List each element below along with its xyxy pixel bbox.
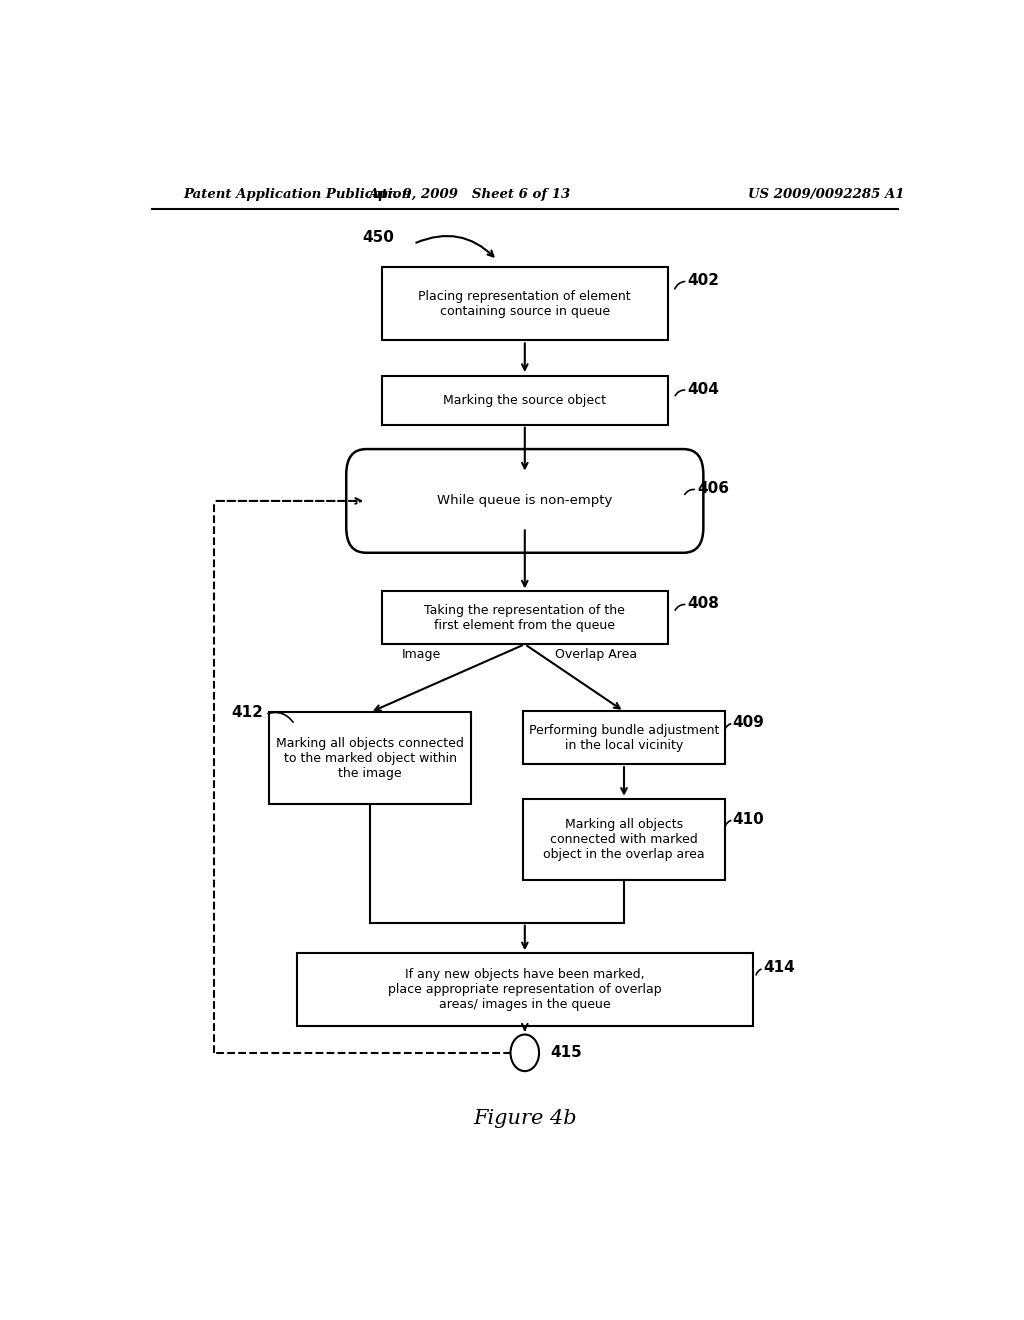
FancyBboxPatch shape (346, 449, 703, 553)
Text: 404: 404 (687, 381, 720, 396)
Text: If any new objects have been marked,
place appropriate representation of overlap: If any new objects have been marked, pla… (388, 969, 662, 1011)
Text: Patent Application Publication: Patent Application Publication (183, 189, 412, 202)
Text: Marking the source object: Marking the source object (443, 393, 606, 407)
Text: US 2009/0092285 A1: US 2009/0092285 A1 (749, 189, 904, 202)
Text: 414: 414 (763, 960, 795, 975)
Text: 408: 408 (687, 597, 720, 611)
FancyBboxPatch shape (523, 799, 725, 880)
FancyBboxPatch shape (297, 953, 753, 1027)
Text: Apr. 9, 2009   Sheet 6 of 13: Apr. 9, 2009 Sheet 6 of 13 (368, 189, 570, 202)
Circle shape (511, 1035, 539, 1071)
Text: Image: Image (402, 648, 441, 661)
Text: 409: 409 (733, 715, 765, 730)
Text: Placing representation of element
containing source in queue: Placing representation of element contai… (419, 290, 631, 318)
Text: Marking all objects
connected with marked
object in the overlap area: Marking all objects connected with marke… (543, 818, 705, 861)
Text: While queue is non-empty: While queue is non-empty (437, 495, 612, 507)
Text: 412: 412 (231, 705, 263, 719)
Text: Marking all objects connected
to the marked object within
the image: Marking all objects connected to the mar… (276, 737, 464, 780)
Text: 402: 402 (687, 273, 720, 288)
Text: Figure 4b: Figure 4b (473, 1109, 577, 1129)
FancyBboxPatch shape (523, 711, 725, 764)
FancyBboxPatch shape (382, 376, 668, 425)
Text: Taking the representation of the
first element from the queue: Taking the representation of the first e… (424, 603, 626, 632)
FancyBboxPatch shape (382, 591, 668, 644)
Text: 415: 415 (550, 1045, 582, 1060)
Text: Performing bundle adjustment
in the local vicinity: Performing bundle adjustment in the loca… (528, 723, 719, 752)
FancyBboxPatch shape (269, 713, 471, 804)
Text: 450: 450 (362, 230, 394, 246)
Text: 410: 410 (733, 812, 765, 826)
FancyBboxPatch shape (382, 267, 668, 341)
Text: Overlap Area: Overlap Area (555, 648, 637, 661)
Text: 406: 406 (697, 482, 729, 496)
